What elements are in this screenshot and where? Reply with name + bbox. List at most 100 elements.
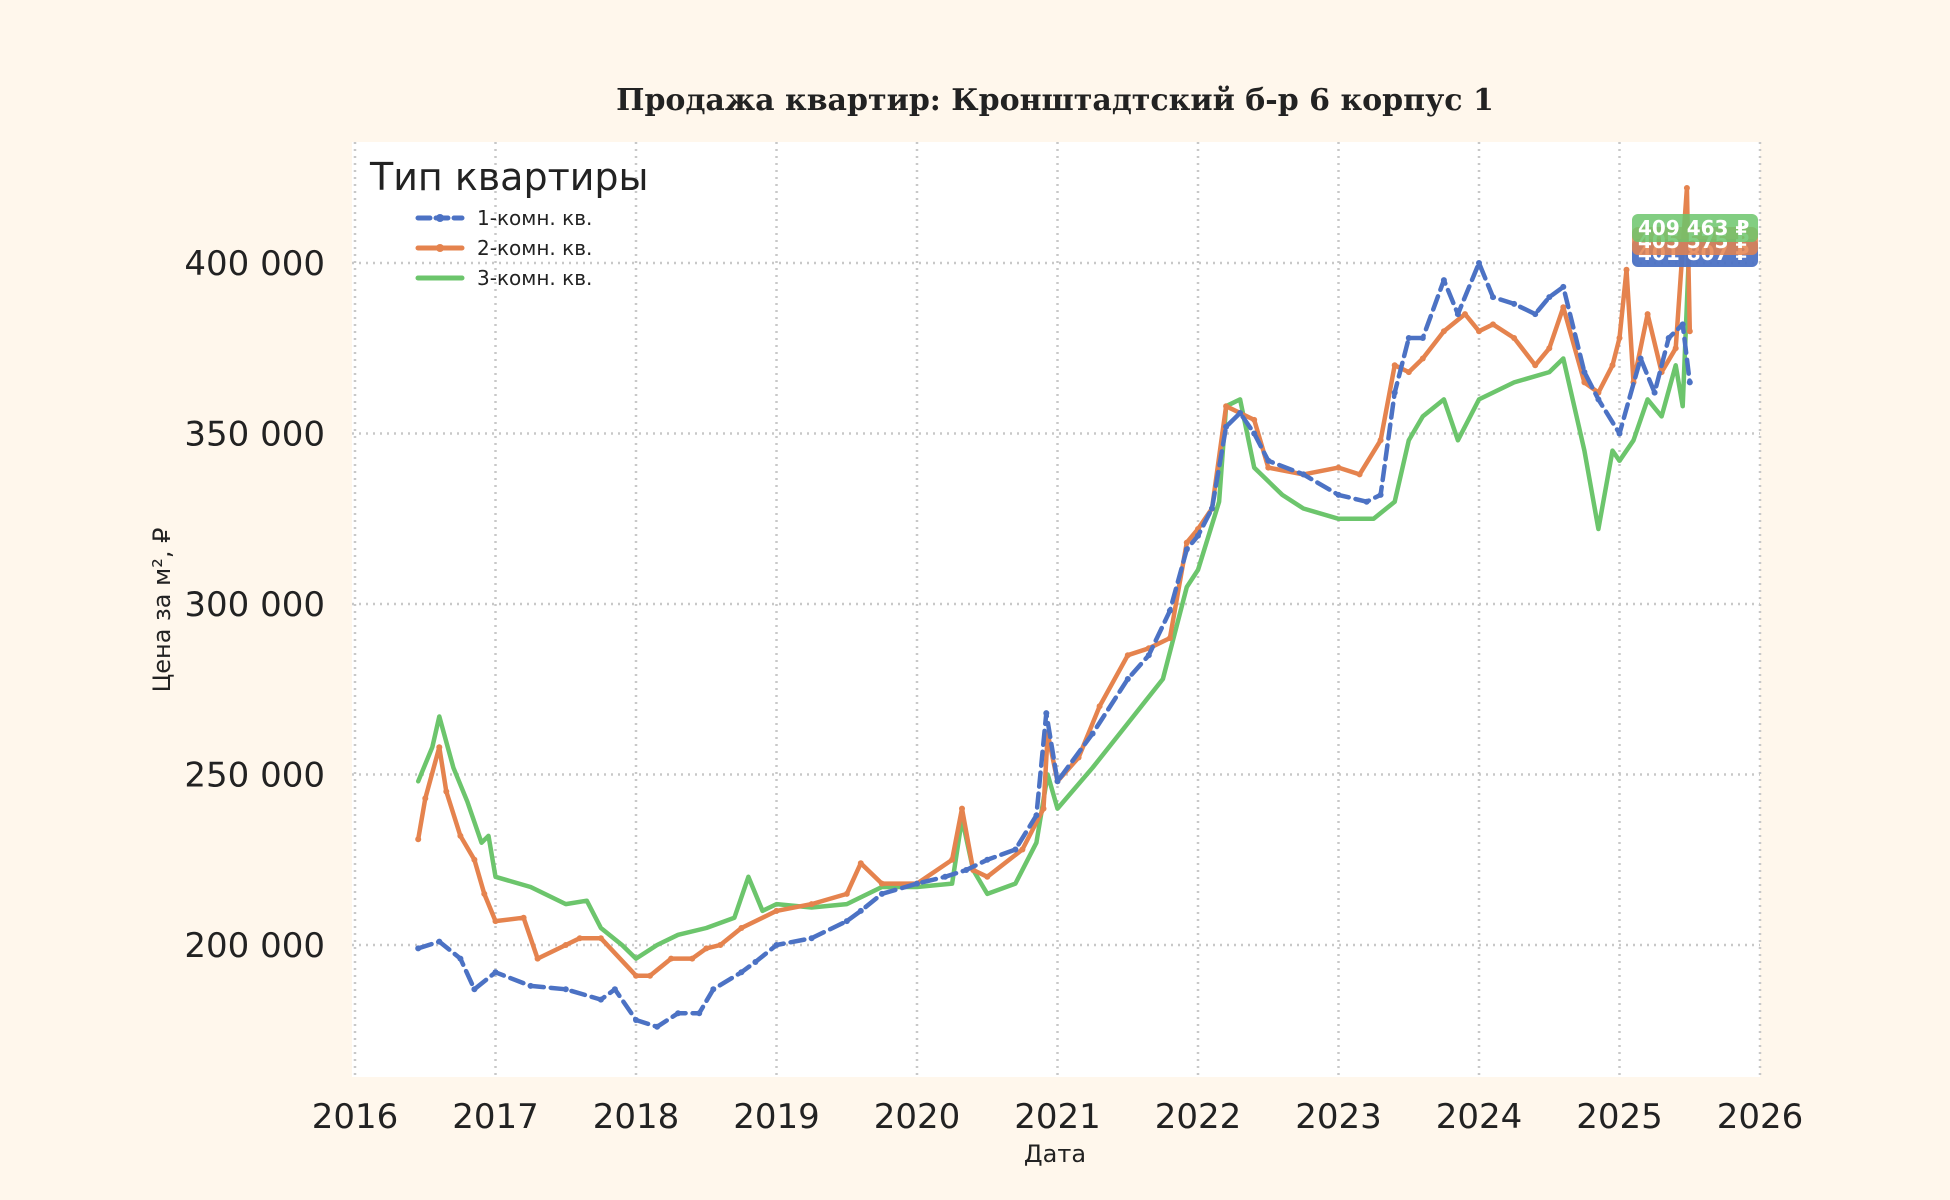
legend-label: 2-комн. кв. [477, 236, 592, 260]
series-2-point [1546, 345, 1553, 352]
series-1-point [1616, 430, 1623, 437]
series-2-point [1490, 321, 1496, 328]
legend: Тип квартиры 1-комн. кв. 2-комн. кв. 3-ком… [369, 155, 649, 290]
series-1-point [562, 986, 569, 993]
series-2-point [1581, 379, 1588, 386]
series-1-point [1377, 491, 1384, 498]
end-label-box [1632, 214, 1758, 242]
series-2-point [703, 945, 710, 952]
series-2-point [1440, 328, 1447, 335]
series-1-point [1440, 277, 1447, 284]
series-1-point [1546, 294, 1553, 301]
series-1-point [1300, 471, 1307, 478]
x-tick-label: 2018 [593, 1097, 680, 1137]
series-2-point [471, 856, 478, 863]
series-2-point [949, 856, 956, 863]
series-1-point [1419, 335, 1426, 341]
series-1-point [984, 856, 991, 863]
series-1-point [1265, 457, 1272, 464]
series-1-point [1651, 389, 1658, 396]
series-2-point [457, 832, 464, 839]
series-2-point [1672, 345, 1679, 352]
series-2-point [492, 918, 499, 925]
series-2-point [481, 890, 488, 897]
series-2-point [1019, 846, 1026, 853]
series-1-point [1054, 778, 1061, 785]
x-tick-label: 2017 [452, 1097, 539, 1137]
series-2-point [959, 805, 965, 812]
plot-area [352, 142, 1760, 1077]
series-2-point [1686, 328, 1693, 335]
series-1-point [1209, 505, 1215, 512]
series-2-point [1166, 635, 1173, 642]
series-1-point [1581, 369, 1588, 376]
series-2-point [689, 955, 696, 962]
series-1-point [654, 1023, 661, 1030]
chart-title: Продажа квартир: Кронштадтский б-р 6 кор… [616, 83, 1494, 118]
series-1-point [878, 890, 885, 897]
series-1-point [527, 982, 534, 989]
series-2-point [1560, 304, 1567, 311]
series-2-point [1683, 185, 1690, 191]
x-tick-label: 2025 [1576, 1097, 1663, 1137]
series-2-point [1405, 369, 1412, 376]
x-tick-label: 2021 [1014, 1097, 1101, 1137]
legend-title: Тип квартиры [369, 155, 649, 199]
series-2-point [633, 972, 639, 979]
series-1-point [1665, 335, 1672, 341]
series-2-point [1609, 362, 1616, 369]
series-2-point [1124, 652, 1131, 659]
x-tick-label: 2026 [1717, 1097, 1804, 1137]
series-1-point [1183, 546, 1190, 553]
series-2-point [647, 972, 653, 979]
x-tick-label: 2020 [874, 1097, 961, 1137]
series-1-point [1237, 410, 1244, 416]
series-1-point [1595, 396, 1602, 403]
series-1-point [1637, 355, 1644, 362]
series-1-point [773, 942, 780, 948]
legend-entry: 2-комн. кв. [415, 236, 592, 260]
series-1-point [1560, 283, 1567, 290]
series-1-point [914, 880, 920, 887]
series-1-point [942, 873, 949, 880]
series-2-point [738, 925, 745, 931]
series-2-point [443, 788, 450, 795]
series-2-point [808, 901, 815, 908]
series-1-point [457, 955, 464, 962]
series-1-point [611, 986, 618, 993]
grid [352, 142, 1762, 1077]
series-2-line [415, 185, 1693, 978]
series-2-point [1532, 362, 1539, 369]
x-tick-label: 2023 [1295, 1097, 1382, 1137]
series-1-point [1679, 321, 1686, 328]
series-1-point [843, 918, 850, 925]
end-label-3: 409 463 ₽ [1632, 214, 1758, 242]
series-1-point [436, 938, 443, 945]
series-2-point [878, 880, 885, 887]
series-1-point [1195, 532, 1201, 539]
series-1-point [415, 945, 422, 952]
series-2-point [984, 873, 991, 880]
series-1-point [752, 959, 759, 965]
series-2-point [1096, 703, 1103, 710]
series-1-point [1363, 498, 1370, 505]
series-1-point [696, 1010, 703, 1017]
series-2-point [1462, 311, 1468, 318]
series-1-point [492, 969, 499, 976]
series-1-point [1124, 676, 1131, 682]
series-2-point [1644, 311, 1651, 318]
series-2-point [520, 914, 527, 921]
series-1-point [1145, 652, 1152, 659]
series-1-point [1490, 294, 1496, 301]
series-1-point [1166, 607, 1173, 614]
series-3 [415, 230, 1693, 961]
series-layer [415, 185, 1693, 1030]
series-2-point [422, 795, 429, 802]
series-2-point [1476, 328, 1482, 335]
y-axis-ticks: 200 000 250 000 300 000 350 000 400 000 [184, 244, 325, 966]
series-1-point [963, 867, 970, 873]
series-1-point [1454, 311, 1461, 318]
legend-marker [436, 214, 444, 222]
end-label-text: 409 463 ₽ [1638, 216, 1749, 240]
series-2-point [534, 955, 541, 962]
